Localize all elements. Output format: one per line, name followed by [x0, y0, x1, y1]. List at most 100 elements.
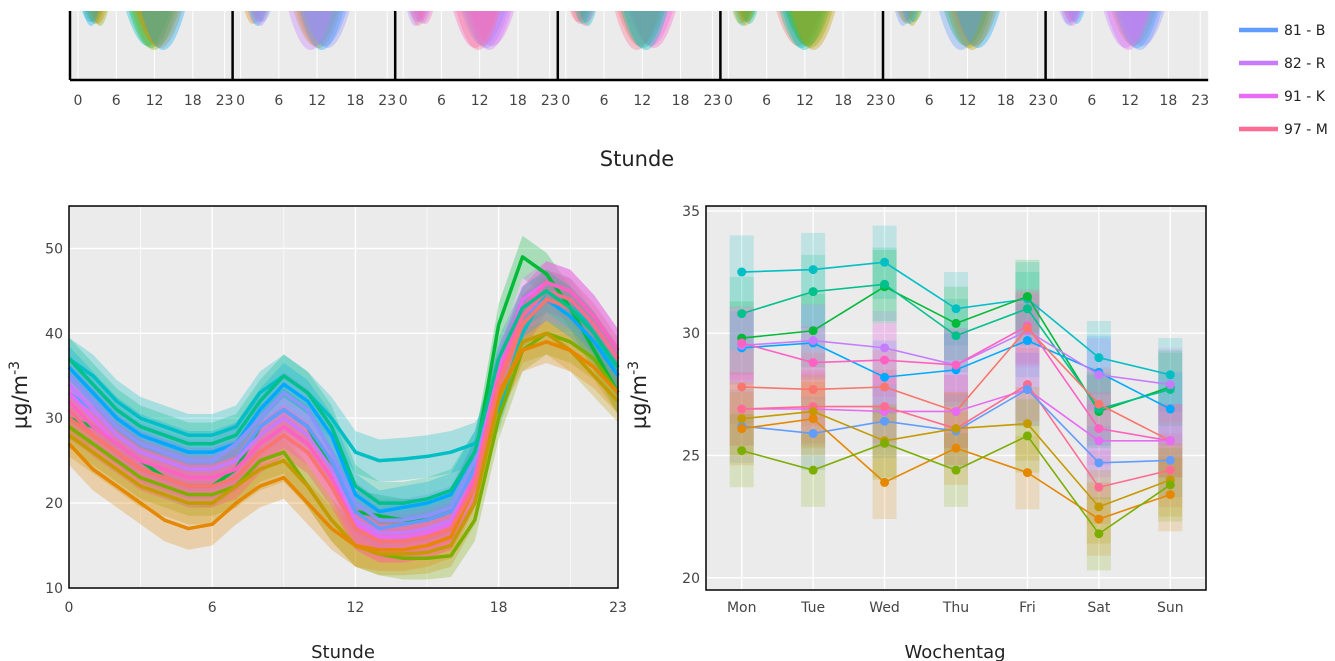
weekday-point [951, 465, 961, 475]
top-strip-shape [90, 11, 106, 24]
weekday-point [1022, 304, 1032, 314]
hourly-axes [68, 205, 619, 589]
hourly-y-tick: 10 [45, 581, 63, 597]
top-strip-shape [141, 11, 185, 50]
top-strip-shape [899, 11, 915, 24]
top-strip-shape [904, 11, 920, 26]
weekday-point [808, 326, 818, 336]
weekday-point [1165, 480, 1175, 490]
hourly-y-tick: 40 [45, 326, 63, 342]
weekday-point [1165, 436, 1175, 446]
weekday-point [1094, 482, 1104, 492]
top-strip-panel-bg [70, 11, 233, 80]
legend-label: 91 - K [1284, 89, 1326, 105]
top-strip-shape [85, 11, 101, 22]
top-strip-shape [92, 11, 108, 26]
top-strip-x-tick: 18 [509, 93, 527, 109]
top-strip-shape [410, 11, 427, 26]
weekday-x-tick: Mon [727, 600, 757, 616]
weekday-tick-labels: Mon Tue Wed Thu Fri Sat Sun 20 25 30 35 [682, 204, 1183, 616]
top-strip-x-tick: 6 [762, 93, 771, 109]
top-strip-shape [412, 11, 429, 22]
top-strip-shape [1068, 11, 1085, 24]
top-strip-panel-bg [395, 11, 558, 80]
top-strip-x-tick: 0 [74, 93, 83, 109]
top-strip-shape [470, 11, 515, 46]
hourly-y-tick: 20 [45, 496, 63, 512]
weekday-point [1165, 465, 1175, 475]
weekday-y-tick: 25 [682, 448, 700, 464]
weekday-point [1094, 502, 1104, 512]
weekday-point [737, 338, 747, 348]
weekday-point [1022, 419, 1032, 429]
top-strip-x-tick: 23 [541, 93, 559, 109]
top-strip-shape [299, 11, 344, 50]
top-strip-shape [779, 11, 824, 48]
weekday-point [1094, 399, 1104, 409]
hourly-y-tick: 50 [45, 241, 63, 257]
weekday-point [808, 414, 818, 424]
top-strip-shape [305, 11, 350, 48]
hourly-x-axis-title: Stunde [311, 642, 375, 661]
weekday-point [880, 477, 890, 487]
weekday-point [951, 331, 961, 341]
top-strip-x-tick: 23 [703, 93, 721, 109]
top-strip-panel-bg [1045, 11, 1209, 80]
weekday-point [737, 404, 747, 414]
top-strip-shape [950, 11, 994, 50]
top-strip-x-tick: 0 [724, 93, 733, 109]
weekday-point [1165, 455, 1175, 465]
hourly-x-tick: 12 [347, 600, 365, 616]
hourly-band [69, 269, 618, 542]
top-strip-x-tick: 18 [672, 93, 690, 109]
weekday-point [737, 309, 747, 319]
weekday-point [880, 438, 890, 448]
hourly-y-tick: 30 [45, 411, 63, 427]
weekday-point [808, 287, 818, 297]
weekday-point [808, 465, 818, 475]
weekday-point [880, 402, 890, 412]
weekday-point [880, 279, 890, 289]
top-strip-shape [138, 11, 182, 48]
weekday-x-tick: Wed [869, 600, 900, 616]
weekday-y-tick: 35 [682, 204, 700, 220]
top-strip-x-tick: 18 [1159, 93, 1177, 109]
weekday-point [737, 446, 747, 456]
top-strip-shape [776, 11, 821, 46]
top-strip-x-tick: 0 [561, 93, 570, 109]
top-strip-shape [785, 11, 830, 46]
top-strip-shape [1106, 11, 1151, 50]
top-strip-shape [939, 11, 983, 50]
weekday-point [808, 336, 818, 346]
top-strip-shape [1063, 11, 1080, 22]
legend-label: 97 - M [1284, 122, 1328, 138]
top-strip-shape [302, 11, 347, 46]
weekday-point [880, 382, 890, 392]
top-strip-shape [296, 11, 341, 48]
top-strip-shape [569, 11, 586, 22]
top-strip-x-tick: 12 [146, 93, 164, 109]
weekday-point [880, 257, 890, 267]
top-strip-shape [251, 11, 268, 22]
top-strip-x-tick: 23 [1191, 93, 1209, 109]
weekday-point [1094, 424, 1104, 434]
top-strip-shape [288, 11, 333, 50]
hourly-y-axis-title: µg/m-3 [7, 361, 32, 429]
hourly-chart: 0 6 12 18 23 10 20 30 40 50 Stunde µg/m-3 [7, 205, 627, 661]
hourly-band [69, 320, 618, 572]
weekday-point [737, 414, 747, 424]
weekday-point [1165, 490, 1175, 500]
weekday-point [808, 428, 818, 438]
top-strip-shape [1114, 11, 1159, 48]
weekday-point [737, 382, 747, 392]
weekday-point [880, 355, 890, 365]
top-strip-shape [456, 11, 501, 50]
top-strip-shape [464, 11, 509, 48]
hourly-band [69, 261, 618, 555]
top-strip-shape [249, 11, 266, 26]
top-strip-x-tick: 6 [274, 93, 283, 109]
top-strip-x-tick: 12 [1121, 93, 1139, 109]
top-strip-shape [87, 11, 103, 24]
hourly-band [69, 278, 618, 550]
top-strip-panel-bg [883, 11, 1046, 80]
